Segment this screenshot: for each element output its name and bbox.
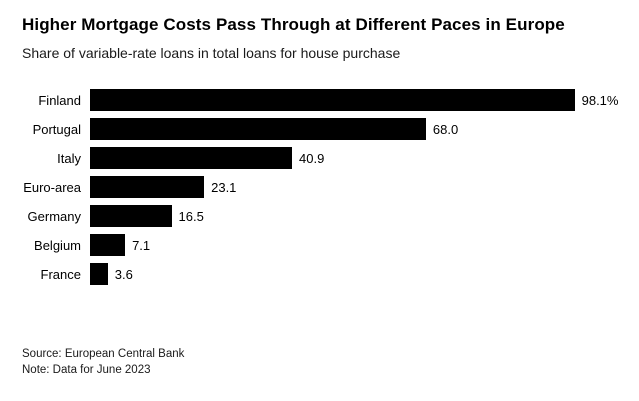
bar <box>90 263 108 286</box>
source-note: Source: European Central Bank <box>22 347 185 360</box>
value-label: 3.6 <box>114 266 133 282</box>
bar-track: 23.1 <box>90 176 617 199</box>
bar <box>90 118 426 141</box>
date-note: Note: Data for June 2023 <box>22 364 151 377</box>
category-label: Euro-area <box>23 179 81 195</box>
chart-subtitle: Share of variable-rate loans in total lo… <box>22 45 401 62</box>
bar <box>90 234 126 257</box>
value-label: 40.9 <box>299 150 325 166</box>
value-label: 16.5 <box>178 208 204 224</box>
value-label: 7.1 <box>132 237 151 253</box>
category-label: Italy <box>57 150 81 166</box>
category-label: Belgium <box>34 237 81 253</box>
chart-title: Higher Mortgage Costs Pass Through at Di… <box>22 15 565 34</box>
bar-track: 40.9 <box>90 147 617 170</box>
bar-row: Belgium 7.1 <box>22 234 617 257</box>
bar-row: Finland 98.1% <box>22 89 619 112</box>
chart-footer: Source: European Central Bank Note: Data… <box>22 346 184 379</box>
bar-row: Italy 40.9 <box>22 147 617 170</box>
value-label: 68.0 <box>432 121 459 137</box>
bar <box>90 89 575 112</box>
category-label: Finland <box>38 92 81 108</box>
category-label: France <box>40 266 81 282</box>
bar-track: 68.0 <box>90 118 617 141</box>
bar <box>90 205 172 228</box>
bar-track: 3.6 <box>90 263 617 286</box>
bar-track: 98.1% <box>90 89 619 112</box>
category-label: Germany <box>27 208 81 224</box>
bar-row: Portugal 68.0 <box>22 118 617 141</box>
bar-row: France 3.6 <box>22 263 617 286</box>
bar-track: 7.1 <box>90 234 617 257</box>
value-label: 23.1 <box>211 179 237 195</box>
bar <box>90 176 205 199</box>
value-label: 98.1% <box>581 92 619 108</box>
bar-row: Germany 16.5 <box>22 205 617 228</box>
bar <box>90 147 293 170</box>
bar-track: 16.5 <box>90 205 617 228</box>
bar-chart: Finland 98.1% Portugal 68.0 Italy 40.9 Euro-ar… <box>22 89 619 286</box>
bar-row: Euro-area 23.1 <box>22 176 617 199</box>
category-label: Portugal <box>32 121 81 137</box>
bar-rows: Finland 98.1% Portugal 68.0 Italy 40.9 Euro-ar… <box>22 89 619 286</box>
